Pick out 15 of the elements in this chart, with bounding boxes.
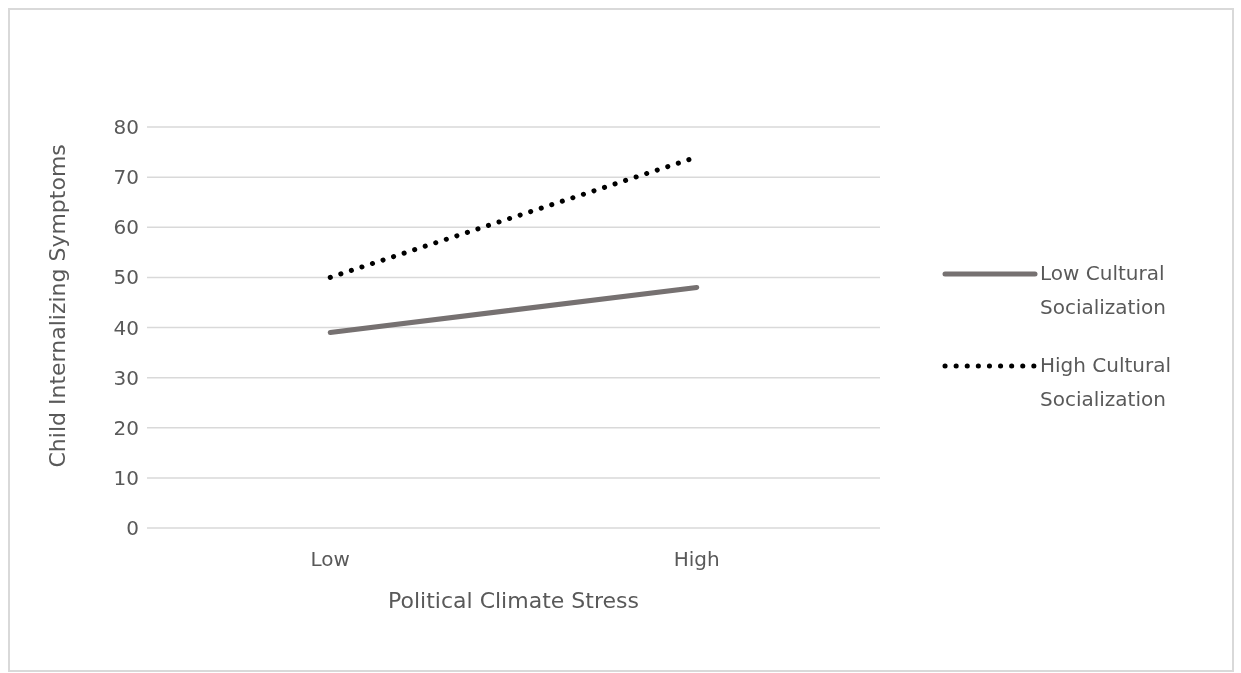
y-tick-label: 20 bbox=[113, 415, 139, 440]
y-tick-label: 0 bbox=[126, 516, 139, 541]
y-tick-label: 70 bbox=[113, 165, 139, 190]
x-tick-label: Low bbox=[310, 547, 350, 572]
y-tick-label: 40 bbox=[113, 315, 139, 340]
x-tick-label: High bbox=[673, 547, 720, 572]
y-tick-label: 30 bbox=[113, 365, 139, 390]
y-axis-title: Child Internalizing Symptoms bbox=[44, 144, 70, 468]
legend-label: High Cultural Socialization bbox=[1040, 352, 1173, 413]
x-axis-title: Political Climate Stress bbox=[388, 588, 639, 613]
y-tick-label: 60 bbox=[113, 215, 139, 240]
y-tick-label: 10 bbox=[113, 465, 139, 490]
y-tick-label: 80 bbox=[113, 115, 139, 140]
y-tick-label: 50 bbox=[113, 265, 139, 290]
legend-label: Low Cultural Socialization bbox=[1040, 260, 1167, 321]
